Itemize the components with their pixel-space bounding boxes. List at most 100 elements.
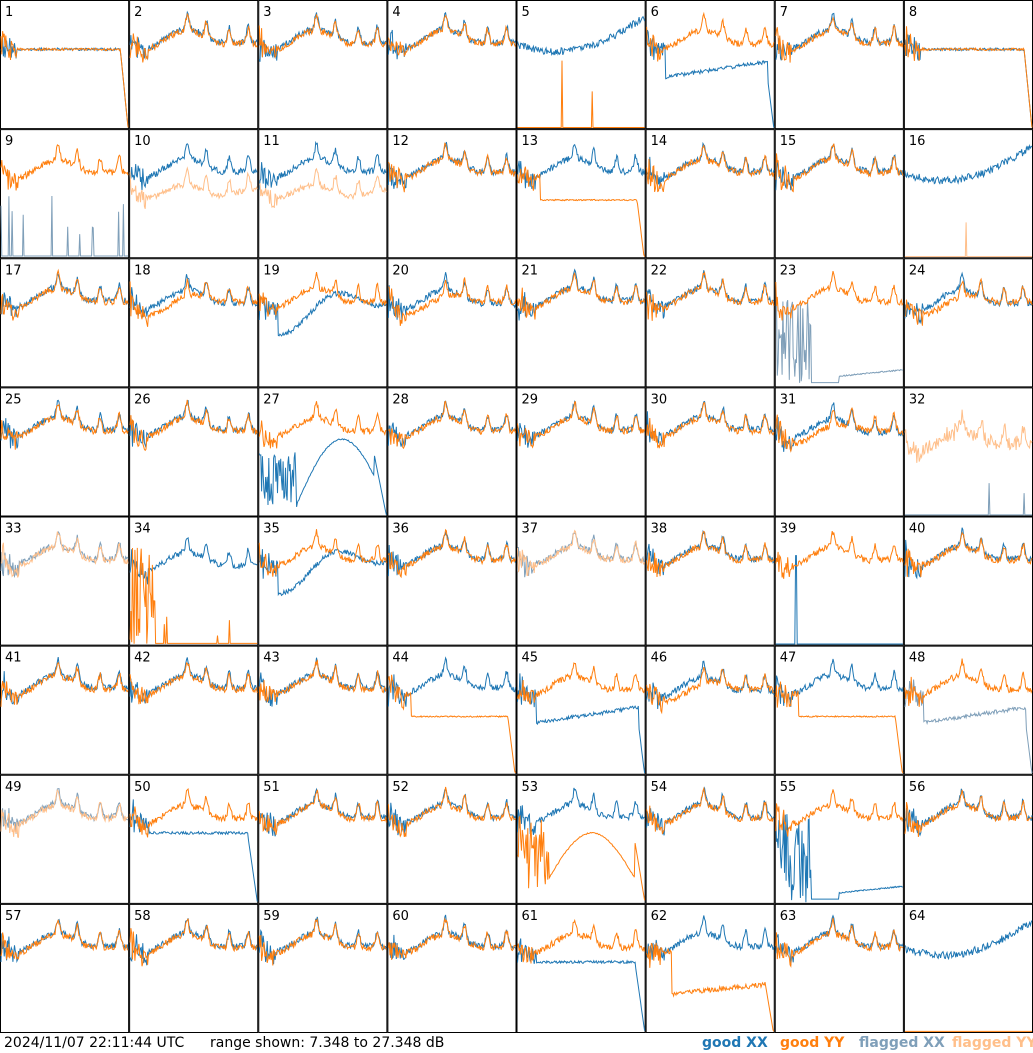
panel-1: 1 bbox=[0, 0, 130, 130]
panel-label: 52 bbox=[392, 780, 409, 795]
series-yy-line bbox=[775, 407, 904, 453]
panel-28: 28 bbox=[387, 387, 517, 517]
panel-frame bbox=[258, 774, 388, 904]
series-xx-line bbox=[258, 12, 387, 62]
series-yy-line bbox=[0, 661, 129, 707]
panel-63: 63 bbox=[774, 903, 904, 1033]
panel-4: 4 bbox=[387, 0, 517, 130]
series-yy-line bbox=[775, 16, 904, 63]
panel-frame bbox=[387, 387, 517, 517]
panel-62: 62 bbox=[645, 903, 775, 1033]
timestamp-label: 2024/11/07 22:11:44 UTC bbox=[4, 1035, 185, 1051]
panel-11: 11 bbox=[258, 129, 388, 259]
panel-33: 33 bbox=[0, 516, 130, 646]
series-yy-line bbox=[129, 12, 258, 63]
panel-label: 50 bbox=[134, 780, 151, 795]
series-yy-line bbox=[775, 270, 904, 321]
series-xx-line bbox=[387, 272, 516, 321]
panel-49: 49 bbox=[0, 774, 130, 904]
series-yy-line bbox=[904, 26, 1033, 128]
panel-label: 64 bbox=[909, 909, 926, 924]
series-xx-line bbox=[517, 787, 645, 835]
panel-57: 57 bbox=[0, 903, 130, 1033]
series-yy-line bbox=[646, 666, 775, 715]
series-yy-line bbox=[259, 167, 387, 209]
panel-label: 47 bbox=[780, 651, 797, 666]
legend-flagged-yy: flagged YY bbox=[952, 1035, 1033, 1051]
panel-38: 38 bbox=[645, 516, 775, 646]
panel-frame bbox=[0, 387, 130, 517]
panel-frame bbox=[774, 774, 904, 904]
series-yy-line bbox=[0, 268, 129, 321]
panel-label: 8 bbox=[909, 5, 917, 20]
panel-58: 58 bbox=[129, 903, 259, 1033]
series-yy-line bbox=[517, 401, 646, 449]
panel-51: 51 bbox=[258, 774, 388, 904]
panel-frame bbox=[387, 0, 517, 130]
series-yy-line bbox=[904, 409, 1033, 463]
series-yy-line bbox=[775, 143, 904, 193]
series-yy-line bbox=[387, 142, 516, 193]
panel-59: 59 bbox=[258, 903, 388, 1033]
series-yy-line bbox=[904, 222, 1032, 258]
panel-7: 7 bbox=[774, 0, 904, 130]
legend-good-yy: good YY bbox=[780, 1035, 845, 1051]
panel-label: 48 bbox=[909, 651, 926, 666]
panel-53: 53 bbox=[516, 774, 646, 904]
panel-frame bbox=[258, 516, 388, 646]
panel-label: 43 bbox=[263, 651, 280, 666]
panel-frame bbox=[387, 903, 517, 1033]
panel-label: 58 bbox=[134, 909, 151, 924]
panel-9: 9 bbox=[0, 129, 130, 259]
panel-frame bbox=[258, 903, 388, 1033]
panel-label: 5 bbox=[522, 5, 530, 20]
panel-label: 6 bbox=[651, 5, 659, 20]
panel-frame bbox=[0, 645, 130, 775]
panel-16: 16 bbox=[903, 129, 1033, 259]
panel-36: 36 bbox=[387, 516, 517, 646]
series-yy-line bbox=[129, 278, 258, 327]
panel-label: 21 bbox=[522, 263, 539, 278]
series-yy-line bbox=[517, 662, 646, 705]
panel-label: 61 bbox=[522, 909, 539, 924]
series-xx-line bbox=[129, 536, 258, 585]
panel-frame bbox=[258, 258, 388, 388]
panel-46: 46 bbox=[645, 645, 775, 775]
series-yy-line bbox=[388, 400, 516, 450]
panel-15: 15 bbox=[774, 129, 904, 259]
panel-label: 3 bbox=[263, 5, 271, 20]
panel-label: 25 bbox=[5, 392, 22, 407]
panel-frame bbox=[129, 0, 259, 130]
panel-61: 61 bbox=[516, 903, 646, 1033]
series-yy-line bbox=[387, 786, 516, 838]
panel-6: 6 bbox=[645, 0, 775, 130]
panel-frame bbox=[516, 645, 646, 775]
panel-55: 55 bbox=[774, 774, 904, 904]
series-yy-line bbox=[904, 531, 1033, 578]
panel-frame bbox=[645, 258, 775, 388]
panel-frame bbox=[516, 516, 646, 646]
panel-frame bbox=[0, 903, 130, 1033]
series-yy-line bbox=[646, 530, 775, 578]
panel-label: 37 bbox=[522, 522, 539, 537]
series-yy-line bbox=[904, 789, 1033, 838]
panel-frame bbox=[129, 387, 259, 517]
panel-20: 20 bbox=[387, 258, 517, 388]
panel-frame bbox=[645, 387, 775, 517]
panel-label: 20 bbox=[392, 263, 409, 278]
panel-label: 54 bbox=[651, 780, 668, 795]
panel-label: 39 bbox=[780, 522, 797, 537]
series-yy-line bbox=[387, 528, 516, 579]
panel-25: 25 bbox=[0, 387, 130, 517]
panel-label: 2 bbox=[134, 5, 142, 20]
series-yy-line bbox=[904, 658, 1033, 707]
panel-32: 32 bbox=[903, 387, 1033, 517]
series-yy-line bbox=[775, 917, 904, 968]
panel-label: 13 bbox=[522, 134, 539, 149]
panel-frame bbox=[645, 516, 775, 646]
series-xx-line bbox=[258, 140, 387, 190]
series-xx-line bbox=[517, 400, 646, 448]
series-xx-line bbox=[646, 915, 775, 961]
series-yy-line bbox=[0, 789, 129, 838]
panel-frame bbox=[387, 516, 517, 646]
